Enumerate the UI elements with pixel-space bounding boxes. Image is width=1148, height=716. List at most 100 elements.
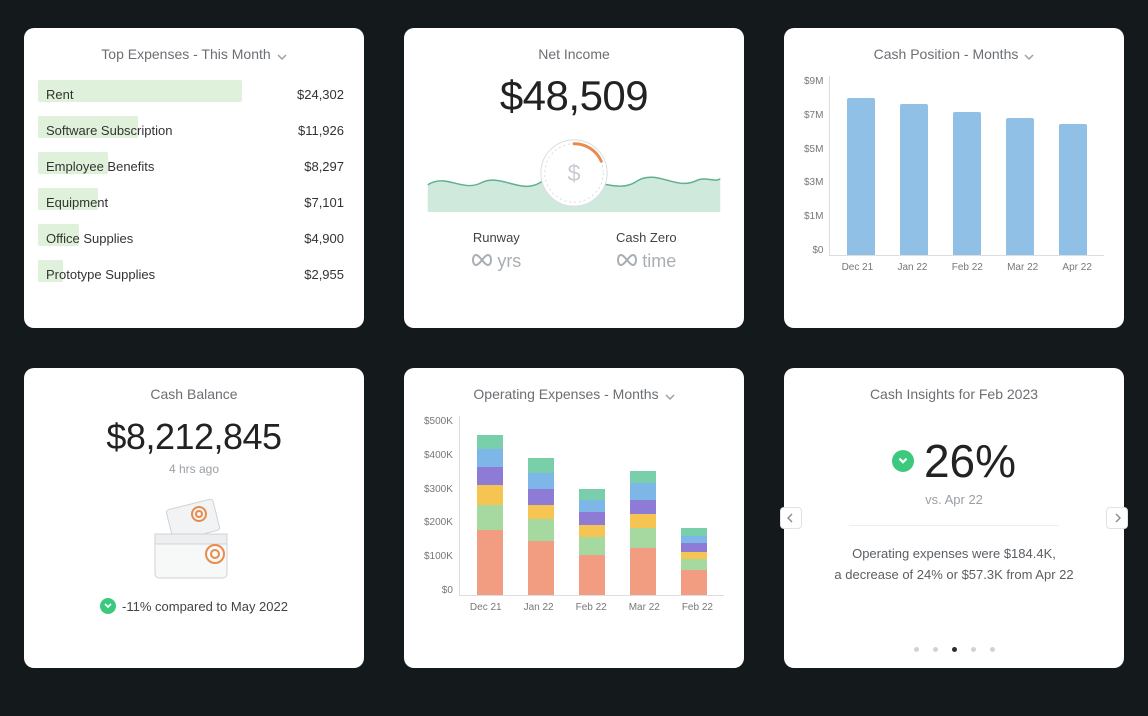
trend-down-icon [892, 450, 914, 472]
bar-segment [630, 500, 656, 514]
chevron-down-icon [277, 49, 287, 59]
bar-segment [681, 570, 707, 595]
pager-dot[interactable] [971, 647, 976, 652]
net-income-chart: $ [424, 134, 724, 212]
card-cash-position: Cash Position - Months $9M$7M$5M$3M$1M$0… [784, 28, 1124, 328]
bar-segment [477, 530, 503, 595]
bar-segment [579, 555, 605, 595]
runway-block: Runway yrs [471, 230, 521, 272]
bar-segment [528, 473, 554, 489]
wallet-icon [44, 494, 344, 584]
expense-amount: $24,302 [297, 87, 344, 102]
card-cash-balance: Cash Balance $8,212,845 4 hrs ago -11% c… [24, 368, 364, 668]
bar-segment [528, 489, 554, 505]
pager-dot[interactable] [952, 647, 957, 652]
bar-segment [630, 483, 656, 499]
cash-position-title-text: Cash Position - Months [874, 46, 1019, 62]
axis-tick-label: $300K [424, 484, 453, 495]
expense-amount: $2,955 [304, 267, 344, 282]
bar [900, 104, 928, 255]
expense-row: Software Subscription$11,926 [44, 112, 344, 148]
bar-segment [681, 528, 707, 535]
bar-segment [579, 525, 605, 538]
bar-segment [579, 512, 605, 525]
axis-tick-label: $400K [424, 450, 453, 461]
bar-segment [681, 559, 707, 570]
cash-balance-title-text: Cash Balance [150, 386, 237, 402]
axis-tick-label: $1M [804, 211, 823, 222]
bar-segment [681, 536, 707, 543]
pager-dot[interactable] [990, 647, 995, 652]
bar-segment [630, 548, 656, 595]
stacked-bar [681, 528, 707, 595]
insights-prev-button[interactable] [780, 507, 802, 529]
card-operating-expenses: Operating Expenses - Months $500K$400K$3… [404, 368, 744, 668]
bar-segment [477, 505, 503, 530]
pager-dot[interactable] [933, 647, 938, 652]
expense-amount: $7,101 [304, 195, 344, 210]
axis-tick-label: $0 [804, 245, 823, 256]
axis-tick-label: Dec 21 [470, 602, 502, 613]
bar-segment [528, 541, 554, 595]
bar-segment [579, 537, 605, 555]
bar-segment [681, 552, 707, 559]
expense-label: Rent [44, 87, 73, 102]
chevron-down-icon [1024, 49, 1034, 59]
bar-segment [630, 528, 656, 548]
bar-segment [579, 500, 605, 513]
insights-body-line1: Operating expenses were $184.4K, [834, 544, 1073, 565]
axis-tick-label: Mar 22 [629, 602, 660, 613]
bar-segment [477, 449, 503, 467]
cash-balance-title: Cash Balance [44, 386, 344, 402]
axis-tick-label: $7M [804, 110, 823, 121]
bar-segment [630, 514, 656, 528]
expense-row: Equipment $7,101 [44, 184, 344, 220]
opex-title[interactable]: Operating Expenses - Months [424, 386, 724, 402]
axis-tick-label: Feb 22 [682, 602, 713, 613]
cash-insights-title-text: Cash Insights for Feb 2023 [870, 386, 1038, 402]
bar-segment [528, 519, 554, 541]
cashzero-block: Cash Zero time [616, 230, 677, 272]
axis-tick-label: Feb 22 [952, 262, 983, 273]
top-expenses-title-text: Top Expenses - This Month [101, 46, 270, 62]
infinity-icon [471, 251, 493, 272]
axis-tick-label: $200K [424, 517, 453, 528]
bar [847, 98, 875, 255]
insights-next-button[interactable] [1106, 507, 1128, 529]
cashzero-value: time [642, 251, 676, 272]
top-expenses-title[interactable]: Top Expenses - This Month [44, 46, 344, 62]
bar-segment [630, 471, 656, 484]
stacked-bar [579, 489, 605, 595]
axis-tick-label: $9M [804, 76, 823, 87]
bar-segment [528, 458, 554, 472]
expense-row: Prototype Supplies$2,955 [44, 256, 344, 292]
expense-row: Rent $24,302 [44, 76, 344, 112]
expense-label: Equipment [44, 195, 108, 210]
cash-position-chart: $9M$7M$5M$3M$1M$0 Dec 21Jan 22Feb 22Mar … [804, 76, 1104, 306]
runway-label: Runway [471, 230, 521, 245]
stacked-bar [477, 435, 503, 595]
insights-pager [804, 647, 1104, 652]
bar-segment [528, 505, 554, 519]
insights-body-line2: a decrease of 24% or $57.3K from Apr 22 [834, 565, 1073, 586]
bar-segment [579, 489, 605, 500]
axis-tick-label: Apr 22 [1062, 262, 1091, 273]
cash-insights-title: Cash Insights for Feb 2023 [804, 386, 1104, 402]
bar [1059, 124, 1087, 255]
svg-text:$: $ [567, 160, 580, 186]
card-top-expenses: Top Expenses - This Month Rent $24,302 Sof… [24, 28, 364, 328]
opex-chart: $500K$400K$300K$200K$100K$0 Dec 21Jan 22… [424, 416, 724, 646]
expense-label: Office Supplies [44, 231, 133, 246]
infinity-icon [616, 251, 638, 272]
insights-vs-label: vs. Apr 22 [925, 492, 983, 507]
runway-value: yrs [497, 251, 521, 272]
cash-balance-delta: -11% compared to May 2022 [122, 599, 288, 614]
cashzero-label: Cash Zero [616, 230, 677, 245]
bar-segment [477, 467, 503, 485]
cash-position-title[interactable]: Cash Position - Months [804, 46, 1104, 62]
trend-down-icon [100, 598, 116, 614]
stacked-bar [528, 458, 554, 595]
expense-label: Employee Benefits [44, 159, 154, 174]
pager-dot[interactable] [914, 647, 919, 652]
divider [849, 525, 1059, 526]
